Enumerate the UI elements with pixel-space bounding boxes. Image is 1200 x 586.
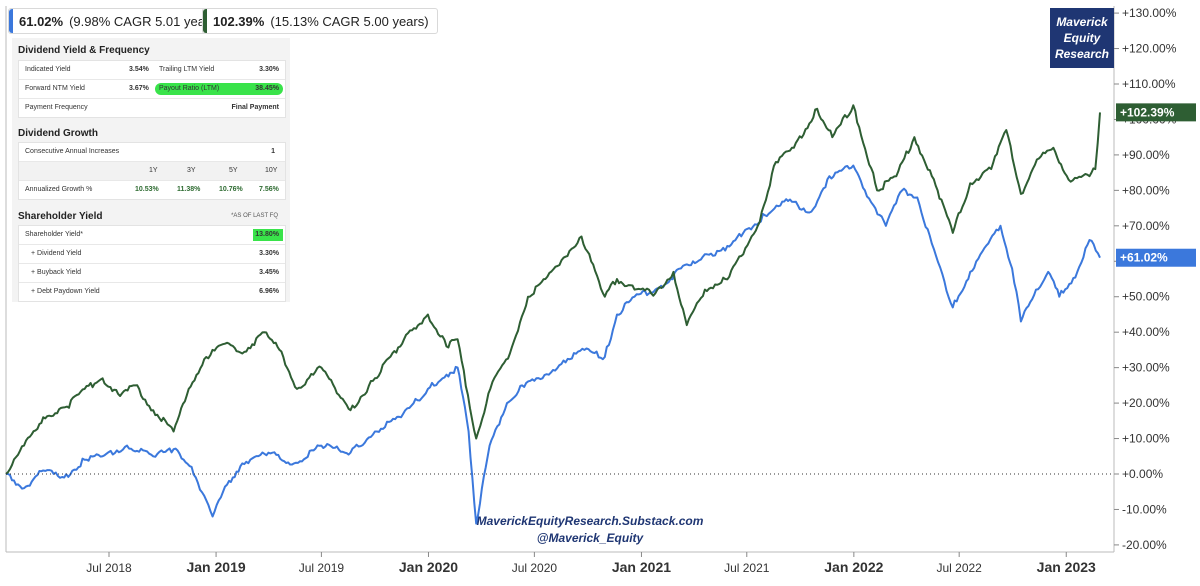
shareholder-table: Shareholder Yield* 13.80% + Dividend Yie… [18,225,286,302]
legend-item-series-1[interactable]: 61.02% (9.98% CAGR 5.01 years) [8,8,230,34]
legend-swatch-green [203,9,207,33]
end-label-background [1116,103,1196,122]
brand-line: Equity [1063,31,1101,45]
growth-value-1y: 10.53% [135,186,159,193]
period-header: 3Y [187,167,196,174]
payout-ratio-label: Payout Ratio (LTM) [159,85,220,92]
growth-value-5y: 10.76% [219,186,243,193]
dividend-panel: Dividend Yield & Frequency Indicated Yie… [12,38,290,302]
forward-yield-value: 3.67% [129,85,149,92]
y-tick-label: -20.00% [1122,538,1167,552]
y-tick-label: +90.00% [1122,148,1170,162]
indicated-yield-value: 3.54% [129,66,149,73]
payout-ratio-value: 38.45% [255,85,279,92]
x-tick-label: Jul 2018 [86,561,132,575]
y-tick-label: +50.00% [1122,290,1170,304]
legend-swatch-blue [9,9,13,33]
consecutive-increases-value: 1 [271,148,275,155]
table-row: + Debt Paydown Yield 6.96% [19,283,285,301]
watermark-url-text: MaverickEquityResearch.Substack.com [476,514,704,528]
yield-section-title: Dividend Yield & Frequency [18,45,150,56]
consecutive-increases-label: Consecutive Annual Increases [25,148,120,155]
y-tick-label: -10.00% [1122,502,1167,516]
legend-item-series-2[interactable]: 102.39% (15.13% CAGR 5.00 years) [202,8,438,34]
period-header: 5Y [229,167,238,174]
y-tick-label: +80.00% [1122,183,1170,197]
x-tick-label: Jan 2021 [612,559,671,575]
y-tick-label: +110.00% [1122,77,1176,91]
table-row: Indicated Yield 3.54% Trailing LTM Yield… [19,61,285,80]
y-tick-label: +10.00% [1122,432,1170,446]
end-label-text: +102.39% [1120,105,1175,119]
growth-table: Consecutive Annual Increases 1 1Y 3Y 5Y … [18,142,286,200]
shareholder-yield-highlight [253,229,283,241]
indicated-yield-label: Indicated Yield [25,66,71,73]
growth-value-10y: 7.56% [259,186,279,193]
yield-table: Indicated Yield 3.54% Trailing LTM Yield… [18,60,286,118]
y-tick-label: +130.00% [1122,6,1177,20]
debt-paydown-yield-label: + Debt Paydown Yield [31,288,100,295]
x-tick-label: Jul 2021 [724,561,770,575]
table-row: Annualized Growth % 10.53% 11.38% 10.76%… [19,181,285,199]
x-tick-label: Jan 2020 [399,559,458,575]
period-header: 10Y [265,167,278,174]
watermark-handle-text: @Maverick_Equity [536,531,644,545]
table-row: Payment Frequency Final Payment [19,99,285,117]
y-tick-label: +120.00% [1122,42,1177,56]
legend-value: 102.39% [213,13,265,29]
period-header: 1Y [149,167,158,174]
x-tick-label: Jul 2019 [299,561,345,575]
shareholder-section-title: Shareholder Yield [18,211,103,222]
trailing-yield-value: 3.30% [259,66,279,73]
shareholder-yield-value: 13.80% [255,231,279,238]
legend-detail: (15.13% CAGR 5.00 years) [270,13,429,29]
table-row: 1Y 3Y 5Y 10Y [19,162,285,181]
payment-frequency-label: Payment Frequency [25,104,88,111]
payout-highlight [155,83,283,95]
growth-section-title: Dividend Growth [18,128,98,139]
table-row: Forward NTM Yield 3.67% Payout Ratio (LT… [19,80,285,99]
dividend-yield-value: 3.30% [259,250,279,257]
buyback-yield-label: + Buyback Yield [31,269,82,276]
table-row: + Buyback Yield 3.45% [19,264,285,283]
brand-line: Research [1054,47,1110,61]
x-tick-label: Jan 2022 [824,559,883,575]
buyback-yield-value: 3.45% [259,269,279,276]
payment-frequency-value: Final Payment [231,104,279,111]
trailing-yield-label: Trailing LTM Yield [159,66,215,73]
legend-detail: (9.98% CAGR 5.01 years) [69,13,221,29]
debt-paydown-yield-value: 6.96% [259,288,279,295]
table-row: Consecutive Annual Increases 1 [19,143,285,162]
legend-value: 61.02% [19,13,64,29]
y-tick-label: +40.00% [1122,325,1170,339]
series-line-2 [5,104,1101,475]
table-row: Shareholder Yield* 13.80% [19,226,285,245]
end-label-text: +61.02% [1120,251,1168,265]
y-tick-label: +70.00% [1122,219,1170,233]
forward-yield-label: Forward NTM Yield [25,85,85,92]
y-tick-label: +0.00% [1122,467,1163,481]
table-row: + Dividend Yield 3.30% [19,245,285,264]
x-tick-label: Jul 2020 [512,561,558,575]
y-tick-label: +30.00% [1122,361,1170,375]
end-label-background [1116,248,1196,267]
annualized-growth-label: Annualized Growth % [25,186,93,193]
x-tick-label: Jan 2019 [186,559,245,575]
brand-line: Maverick [1056,15,1108,29]
x-tick-label: Jul 2022 [936,561,982,575]
x-tick-label: Jan 2023 [1037,559,1096,575]
dividend-yield-label: + Dividend Yield [31,250,82,257]
as-of-note: *AS OF LAST FQ [231,213,278,219]
y-tick-label: +20.00% [1122,396,1170,410]
brand-logo: Maverick Equity Research [1050,8,1114,68]
shareholder-yield-label: Shareholder Yield* [25,231,83,238]
series-line-1 [5,164,1101,525]
growth-value-3y: 11.38% [177,186,201,193]
